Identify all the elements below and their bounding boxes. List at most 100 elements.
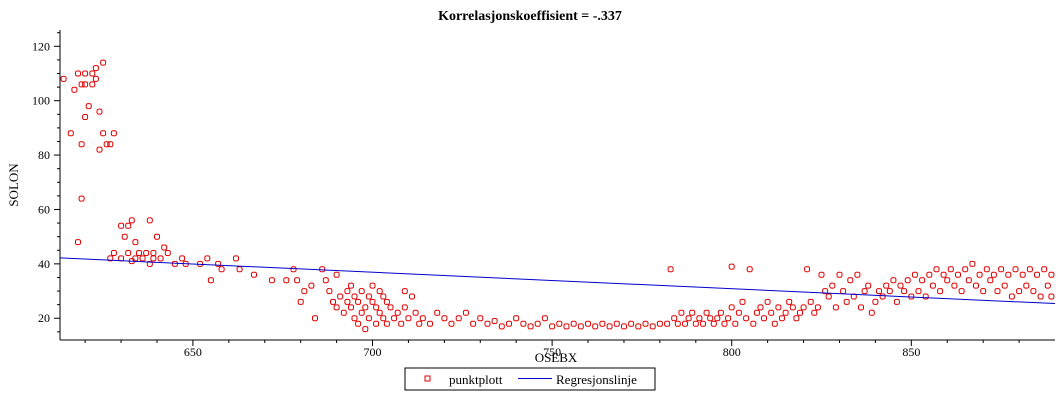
- data-point: [746, 266, 753, 273]
- data-point: [926, 271, 933, 278]
- data-point: [958, 288, 965, 295]
- data-point: [937, 288, 944, 295]
- y-tick-label: 120: [32, 39, 50, 53]
- data-point: [735, 309, 742, 316]
- data-point: [85, 103, 92, 110]
- data-point: [78, 81, 85, 88]
- data-point: [951, 282, 958, 289]
- data-point: [376, 309, 383, 316]
- data-point: [376, 288, 383, 295]
- data-point: [732, 320, 739, 327]
- data-point: [75, 70, 81, 77]
- point-layer: [60, 59, 1055, 333]
- data-point: [682, 320, 688, 327]
- data-point: [297, 298, 304, 305]
- data-point: [236, 266, 243, 273]
- data-point: [969, 260, 976, 267]
- data-point: [373, 304, 380, 311]
- data-point: [355, 298, 362, 305]
- data-point: [635, 323, 642, 330]
- data-point: [326, 288, 333, 295]
- data-point: [290, 266, 297, 273]
- data-point: [585, 320, 591, 327]
- x-ticks: 650 700 750 800 850: [84, 340, 1020, 359]
- data-point: [700, 320, 706, 327]
- data-point: [128, 217, 135, 224]
- data-point: [656, 320, 663, 327]
- data-point: [570, 320, 577, 327]
- data-point: [268, 277, 275, 284]
- data-point: [814, 304, 821, 311]
- data-point: [883, 282, 890, 289]
- data-point: [82, 114, 89, 120]
- data-point: [322, 277, 329, 284]
- data-point: [71, 86, 78, 93]
- data-point: [337, 293, 344, 300]
- data-point: [983, 266, 990, 273]
- data-point: [962, 266, 969, 273]
- data-point: [994, 288, 1001, 295]
- data-point: [947, 266, 954, 273]
- data-point: [807, 298, 814, 305]
- data-point: [725, 315, 732, 322]
- data-point: [915, 288, 922, 295]
- data-point: [416, 320, 423, 327]
- data-point: [753, 309, 760, 316]
- data-point: [527, 323, 534, 330]
- data-point: [692, 320, 699, 327]
- data-point: [154, 233, 160, 240]
- data-point: [132, 239, 139, 246]
- data-point: [319, 266, 326, 273]
- data-point: [1041, 266, 1048, 273]
- data-point: [1001, 282, 1008, 289]
- data-point: [955, 271, 961, 278]
- data-point: [818, 271, 825, 278]
- data-point: [75, 239, 81, 246]
- legend-label-regresjonslinje: Regresjonslinje: [556, 372, 637, 387]
- data-point: [757, 304, 764, 311]
- data-point: [836, 271, 843, 278]
- data-point: [157, 255, 164, 262]
- data-point: [470, 320, 477, 327]
- data-point: [491, 318, 498, 324]
- data-point: [125, 222, 132, 229]
- data-point: [477, 315, 484, 322]
- data-point: [606, 323, 613, 330]
- data-point: [775, 304, 782, 311]
- data-point: [858, 304, 864, 311]
- data-point: [373, 320, 380, 327]
- data-point: [976, 271, 983, 278]
- data-point: [333, 271, 340, 278]
- data-point: [387, 304, 394, 311]
- data-point: [728, 263, 735, 270]
- data-point: [312, 315, 318, 322]
- data-point: [696, 315, 703, 322]
- data-point: [1019, 271, 1026, 278]
- data-point: [911, 271, 918, 278]
- data-point: [987, 277, 994, 284]
- data-point: [394, 309, 401, 316]
- y-tick-label: 20: [38, 311, 50, 325]
- data-point: [710, 320, 717, 327]
- data-point: [872, 298, 879, 305]
- data-point: [419, 315, 426, 322]
- data-point: [344, 298, 351, 305]
- data-point: [771, 320, 778, 327]
- data-point: [721, 320, 728, 327]
- data-point: [351, 315, 358, 322]
- data-point: [717, 309, 724, 316]
- data-point: [143, 250, 150, 256]
- data-point: [865, 282, 872, 289]
- data-point: [1037, 293, 1044, 300]
- data-point: [678, 309, 685, 316]
- data-point: [427, 320, 433, 327]
- data-point: [362, 304, 369, 311]
- x-tick-label: 650: [184, 345, 202, 359]
- data-point: [1030, 288, 1037, 295]
- data-point: [879, 293, 886, 300]
- data-point: [67, 130, 74, 137]
- data-point: [577, 323, 584, 330]
- data-point: [703, 309, 710, 316]
- data-point: [103, 141, 110, 148]
- data-point: [929, 282, 936, 289]
